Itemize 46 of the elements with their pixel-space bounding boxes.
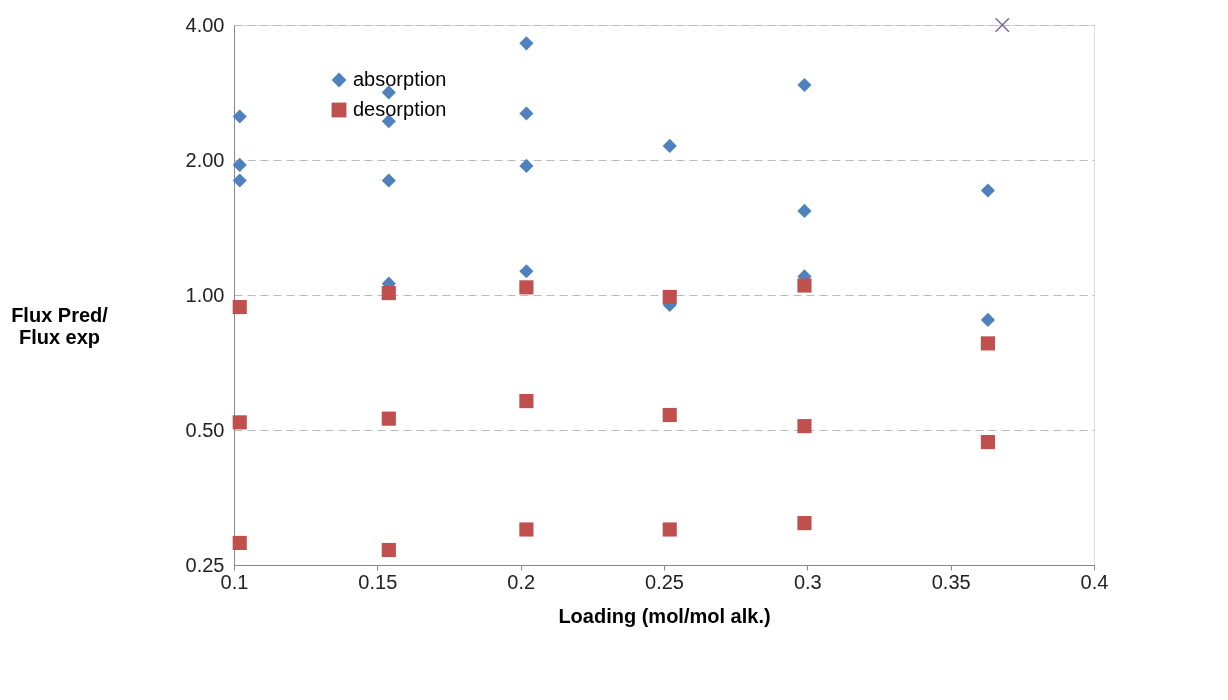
point: [381, 411, 396, 426]
point: [662, 289, 677, 305]
y-tick-label: 0.50: [185, 418, 225, 441]
point: [980, 434, 995, 450]
point: [662, 407, 677, 423]
y-tick-label: 4.00: [185, 13, 225, 36]
point: [980, 312, 995, 327]
y-tick-label: 2.00: [185, 148, 225, 171]
point: [519, 280, 534, 295]
x-tick-label: 0.4: [1080, 570, 1109, 593]
y-tick-label: 1.00: [185, 283, 225, 306]
point: [232, 109, 247, 124]
point: [797, 203, 812, 218]
x-tick-label: 0.35: [931, 570, 971, 593]
point: [232, 415, 247, 430]
point: [797, 278, 812, 293]
point: [980, 336, 995, 351]
x-tick-label: 0.15: [358, 570, 398, 593]
point: [232, 157, 247, 172]
point: [662, 522, 677, 537]
point: [994, 17, 1010, 33]
point: [662, 138, 677, 153]
point: [232, 173, 247, 188]
x-tick-label: 0.2: [507, 570, 536, 593]
point: [797, 77, 812, 93]
point: [519, 264, 534, 279]
y-axis-title: Flux Pred/ Flux exp: [11, 303, 109, 348]
point: [797, 419, 812, 434]
legend-label: desorption: [353, 98, 447, 120]
point: [519, 106, 534, 121]
x-tick-label: 0.25: [645, 570, 684, 593]
legend-label: absorption: [353, 68, 447, 90]
point: [980, 183, 995, 198]
point: [381, 285, 396, 301]
point: [519, 522, 534, 537]
point: [232, 299, 247, 315]
point: [232, 535, 247, 550]
point: [519, 394, 534, 409]
point: [381, 173, 396, 188]
x-axis-title: Loading (mol/mol alk.): [558, 604, 771, 627]
x-tick-label: 0.3: [793, 570, 822, 593]
point: [519, 158, 534, 173]
point: [797, 516, 812, 531]
point: [519, 36, 534, 51]
point: [381, 542, 396, 558]
y-tick-label: 0.25: [185, 553, 225, 576]
